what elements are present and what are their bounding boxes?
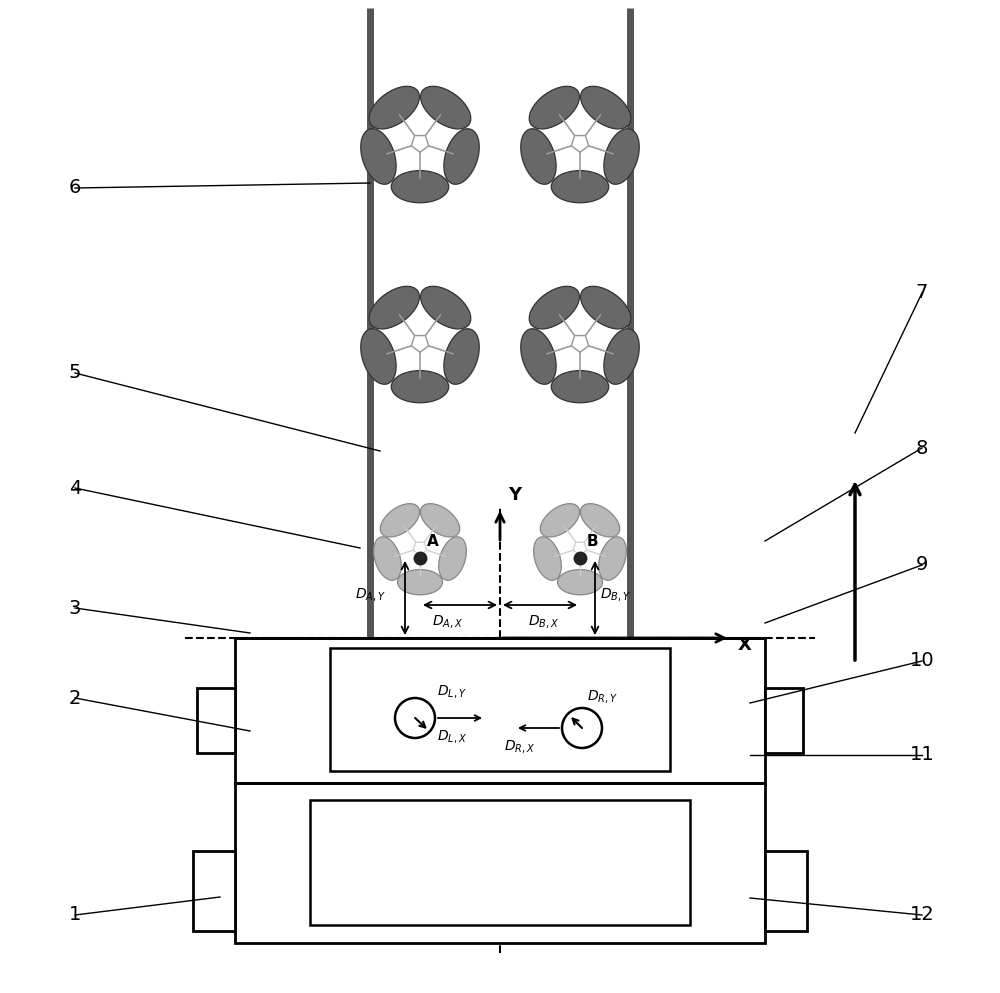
- Ellipse shape: [439, 537, 466, 580]
- Ellipse shape: [604, 129, 639, 185]
- Ellipse shape: [540, 503, 580, 537]
- Text: 3: 3: [69, 599, 81, 618]
- Ellipse shape: [369, 286, 419, 329]
- Bar: [197, 688, 235, 753]
- Text: A: A: [427, 534, 439, 549]
- Ellipse shape: [604, 329, 639, 384]
- Ellipse shape: [374, 537, 401, 580]
- Text: $D_{L,Y}$: $D_{L,Y}$: [437, 683, 467, 700]
- Ellipse shape: [581, 286, 631, 329]
- Ellipse shape: [369, 86, 419, 129]
- Ellipse shape: [361, 129, 396, 185]
- Circle shape: [562, 708, 602, 748]
- Bar: [193, 851, 235, 931]
- Text: 11: 11: [910, 746, 934, 765]
- Circle shape: [395, 698, 435, 738]
- Ellipse shape: [391, 370, 449, 403]
- Ellipse shape: [534, 537, 561, 580]
- Ellipse shape: [421, 286, 471, 329]
- Ellipse shape: [361, 329, 396, 384]
- Ellipse shape: [558, 570, 602, 595]
- Ellipse shape: [380, 503, 420, 537]
- Text: $D_{A,X}$: $D_{A,X}$: [432, 614, 463, 631]
- Text: 6: 6: [69, 179, 81, 198]
- Text: $D_{A,Y}$: $D_{A,Y}$: [355, 587, 386, 604]
- Text: X: X: [738, 636, 752, 654]
- Text: 10: 10: [910, 651, 934, 670]
- Ellipse shape: [521, 129, 556, 185]
- Ellipse shape: [444, 329, 479, 384]
- Text: 8: 8: [916, 439, 928, 458]
- Bar: [765, 851, 807, 931]
- Text: B: B: [587, 534, 599, 549]
- Bar: [330, 648, 670, 771]
- Text: $D_{R,X}$: $D_{R,X}$: [504, 739, 535, 756]
- Ellipse shape: [551, 171, 609, 203]
- Text: $D_{R,Y}$: $D_{R,Y}$: [587, 688, 618, 705]
- Text: 4: 4: [69, 479, 81, 497]
- Ellipse shape: [521, 329, 556, 384]
- Ellipse shape: [551, 370, 609, 403]
- Ellipse shape: [599, 537, 626, 580]
- Text: $D_{B,Y}$: $D_{B,Y}$: [600, 587, 631, 604]
- Text: 9: 9: [916, 555, 928, 575]
- Text: $D_{L,X}$: $D_{L,X}$: [437, 729, 467, 746]
- Text: 1: 1: [69, 906, 81, 924]
- Text: 7: 7: [916, 283, 928, 303]
- Text: 2: 2: [69, 688, 81, 707]
- Bar: [235, 783, 765, 943]
- Ellipse shape: [529, 286, 579, 329]
- Text: $D_{B,X}$: $D_{B,X}$: [528, 614, 559, 631]
- Bar: [310, 800, 690, 925]
- Ellipse shape: [420, 503, 460, 537]
- Ellipse shape: [398, 570, 442, 595]
- Bar: [235, 638, 765, 783]
- Ellipse shape: [391, 171, 449, 203]
- Ellipse shape: [421, 86, 471, 129]
- Ellipse shape: [581, 86, 631, 129]
- Ellipse shape: [580, 503, 620, 537]
- Text: 5: 5: [69, 363, 81, 382]
- Text: 12: 12: [910, 906, 934, 924]
- Ellipse shape: [529, 86, 579, 129]
- Bar: [765, 688, 803, 753]
- Ellipse shape: [444, 129, 479, 185]
- Text: Y: Y: [508, 486, 521, 504]
